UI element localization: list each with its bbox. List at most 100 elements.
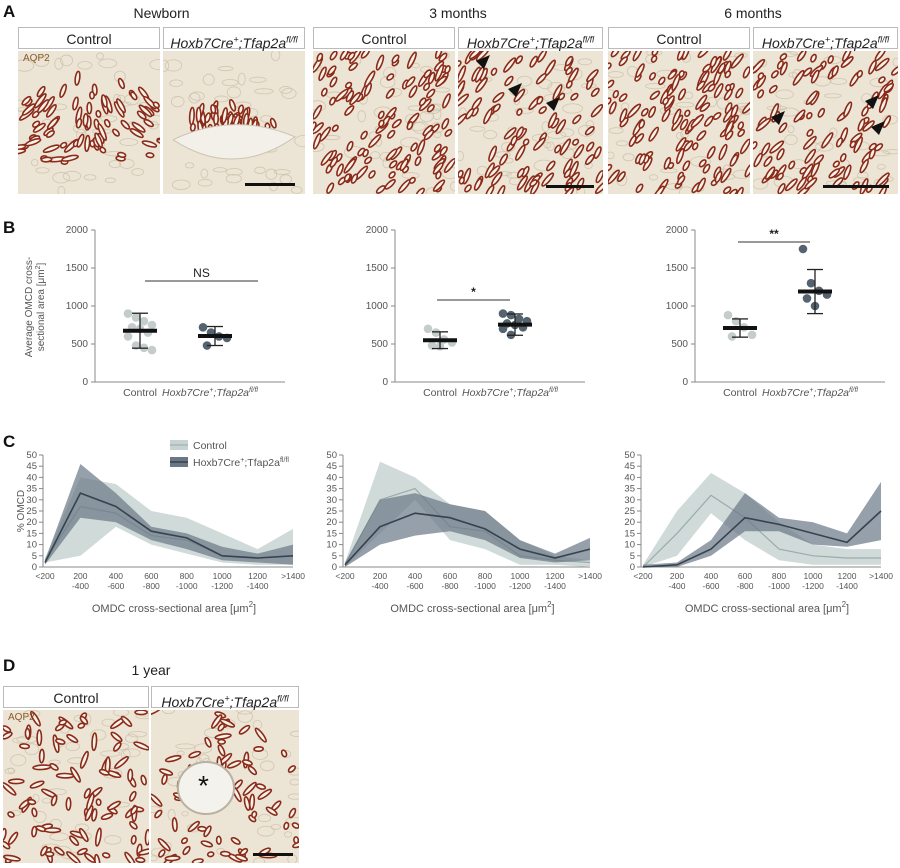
tubule-wall (438, 52, 448, 62)
tubule-wall (513, 88, 526, 103)
tubule-wall (3, 725, 12, 733)
tubule (164, 755, 182, 763)
micrograph-control-newborn: AQP2 (18, 51, 160, 194)
tubule-wall (94, 132, 103, 148)
y-tick-label: 45 (26, 461, 37, 472)
tissue-cell (77, 61, 93, 70)
tubule-wall (180, 837, 189, 845)
tubule (690, 114, 705, 128)
tissue-cell (496, 171, 512, 177)
tubule (779, 53, 788, 61)
x-tick-label-line2: -600 (406, 581, 423, 591)
tubule-wall (490, 67, 498, 76)
tubule (98, 768, 110, 776)
tubule-wall (214, 733, 232, 740)
tubule (69, 766, 82, 783)
tubule-wall (120, 119, 131, 130)
tubule (7, 778, 25, 785)
tubule-wall (757, 89, 765, 99)
tubule-wall (110, 731, 123, 743)
tubule-wall (124, 851, 136, 863)
data-point (798, 244, 808, 254)
tubule-wall (164, 855, 181, 862)
tubule-wall (717, 62, 726, 74)
tubule-wall (191, 858, 204, 863)
micrograph-mutant-6months (753, 51, 898, 194)
tissue-cell (258, 813, 272, 823)
stain-label: AQP2 (23, 53, 50, 64)
tubule-wall (53, 846, 65, 856)
tissue-cell (419, 110, 434, 122)
tissue-cell (127, 731, 148, 738)
tissue-cell (108, 160, 122, 169)
tubule (316, 52, 324, 62)
tubule (458, 60, 462, 68)
tubule-wall (346, 140, 354, 152)
tubule-wall (99, 146, 107, 154)
tubule-wall (293, 836, 299, 844)
x-tick-label-line2: -800 (441, 581, 458, 591)
tubule-wall (756, 75, 767, 89)
tubule (696, 80, 706, 91)
tubule (432, 162, 444, 175)
tubule-wall (536, 96, 544, 105)
y-tick-label: 35 (624, 484, 635, 495)
tubule-wall (503, 57, 517, 73)
mean-line (642, 510, 882, 568)
tubule-wall (72, 96, 79, 111)
confidence-band (643, 481, 881, 567)
tubule-wall (473, 177, 483, 191)
tubule (320, 150, 334, 166)
tubule (761, 142, 771, 156)
tubule-wall (882, 115, 892, 129)
tubule-wall (788, 160, 796, 170)
tubule (391, 54, 400, 64)
tubule-wall (364, 156, 373, 165)
panel-a-letter: A (3, 2, 16, 21)
tubule (433, 143, 442, 153)
tubule-wall (334, 88, 349, 102)
tubule-wall (586, 69, 599, 83)
tubule-wall (608, 101, 617, 115)
tubule-wall (843, 101, 853, 118)
age-label-3-months: 3 months (429, 5, 487, 21)
legend-mutant-part: Hoxb7Cre (193, 457, 240, 469)
tubule-wall (243, 796, 251, 811)
tissue-cell (787, 125, 795, 134)
y-axis-title-line2: sectional area [μm (36, 269, 47, 351)
tubule-wall (65, 796, 72, 811)
tubule (804, 148, 817, 164)
mutant-text-mid: ;Tfap2a (830, 34, 878, 51)
y-axis-title: Average OMCD cross-sectional area [μm2] (24, 257, 47, 357)
tubule-wall (552, 84, 563, 101)
tissue-cell (270, 51, 281, 61)
tubule-wall (817, 107, 826, 118)
data-point (139, 316, 149, 326)
tubule-wall (584, 154, 595, 166)
tissue-cell (289, 778, 299, 786)
tubule (744, 163, 750, 178)
tubule (616, 171, 626, 183)
x-tick-label: 1200 (248, 571, 267, 581)
tubule (320, 87, 328, 97)
tubule (36, 99, 50, 114)
tubule (141, 140, 158, 148)
tubule (713, 83, 724, 99)
tissue-cell (176, 750, 185, 756)
x-tick-label: 200 (73, 571, 87, 581)
tubule-wall (27, 798, 37, 806)
tubule (66, 851, 81, 863)
tubule-wall (434, 64, 445, 82)
tubule (753, 58, 766, 74)
y-tick-label: 50 (326, 450, 337, 461)
tubule-wall (720, 167, 732, 184)
tubule-wall (458, 93, 470, 108)
tubule-wall (832, 160, 840, 168)
tubule-wall (632, 51, 643, 62)
tubule-wall (723, 88, 733, 101)
tubule-wall (24, 727, 31, 740)
tubule-wall (843, 164, 852, 181)
tubule-wall (339, 51, 349, 61)
x-tick-label: >1400 (869, 571, 893, 581)
scale-bar (546, 185, 594, 188)
